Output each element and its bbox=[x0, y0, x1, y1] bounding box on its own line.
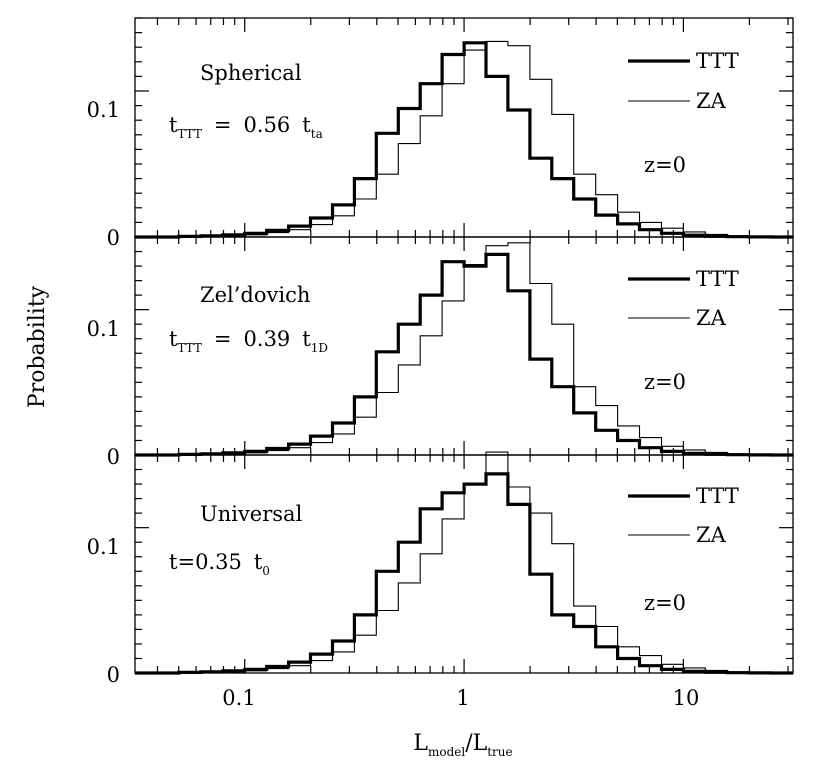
legend-label-ttt: TTT bbox=[696, 49, 739, 73]
formula-equals: = bbox=[214, 327, 232, 351]
histogram-steps bbox=[135, 451, 794, 675]
formula-equals: = bbox=[214, 113, 232, 137]
formula-t2: t bbox=[254, 550, 263, 574]
x-axis-label-main: L bbox=[413, 731, 428, 756]
x-axis-label-sep: / bbox=[465, 731, 473, 756]
x-tick-label-10: 10 bbox=[673, 686, 700, 710]
formula-t: t bbox=[169, 327, 178, 351]
formula-t2-subscript: 0 bbox=[262, 564, 270, 578]
histogram-steps bbox=[135, 242, 794, 457]
panel-title: Universal bbox=[200, 502, 303, 526]
y-tick-label-0.1: 0.1 bbox=[87, 535, 120, 559]
panel-title: Spherical bbox=[200, 61, 302, 85]
legend-label-za: ZA bbox=[696, 306, 727, 330]
formula-t2: t bbox=[302, 327, 311, 351]
legend-label-ttt: TTT bbox=[696, 484, 739, 508]
formula-t-subscript: TTT bbox=[177, 341, 201, 355]
redshift-label: z=0 bbox=[644, 370, 686, 394]
y-tick-label-0: 0 bbox=[107, 445, 120, 469]
redshift-label: z=0 bbox=[644, 153, 686, 177]
legend-label-za: ZA bbox=[696, 89, 727, 113]
x-axis-label-sub-den: true bbox=[487, 745, 512, 759]
time-formula: tTTT = 0.39 t1D bbox=[169, 327, 328, 355]
y-tick-label-0: 0 bbox=[107, 663, 120, 687]
histogram-steps bbox=[135, 40, 794, 239]
panel-frame bbox=[134, 454, 794, 674]
legend: TTT ZA bbox=[628, 484, 739, 547]
legend-label-ttt: TTT bbox=[696, 267, 739, 291]
formula-t2-subscript: ta bbox=[311, 127, 323, 141]
x-axis-label-main2: L bbox=[473, 731, 488, 756]
legend-label-za: ZA bbox=[696, 523, 727, 547]
x-tick-label-0.1: 0.1 bbox=[222, 686, 255, 710]
axis-ticks bbox=[135, 17, 793, 238]
formula-coefficient: 0.39 bbox=[244, 327, 291, 351]
formula-coefficient: 0.56 bbox=[244, 113, 291, 137]
series-za-histogram bbox=[135, 451, 794, 674]
series-ttt-histogram bbox=[135, 41, 794, 239]
formula-equals: = bbox=[177, 550, 195, 574]
y-tick-label-0.1: 0.1 bbox=[87, 317, 120, 341]
formula-coefficient: 0.35 bbox=[195, 550, 242, 574]
x-axis-label: Lmodel/Ltrue bbox=[413, 731, 512, 759]
legend: TTT ZA bbox=[628, 267, 739, 330]
axis-ticks bbox=[135, 454, 793, 674]
formula-t2: t bbox=[302, 113, 311, 137]
series-za-histogram bbox=[135, 242, 794, 456]
x-tick-label-1: 1 bbox=[456, 686, 469, 710]
x-axis-label-sub-num: model bbox=[428, 745, 465, 759]
y-tick-label-0.1: 0.1 bbox=[87, 98, 120, 122]
formula-t: t bbox=[169, 550, 178, 574]
y-axis-label: Probability bbox=[25, 285, 50, 408]
series-za-histogram bbox=[135, 40, 794, 238]
y-tick-label-0: 0 bbox=[107, 226, 120, 250]
panel-title: Zel’dovich bbox=[200, 283, 310, 307]
formula-t-subscript: TTT bbox=[177, 127, 201, 141]
panel-universal: Universal t=0.35 t0 z=0 TTT ZA 0 0.1 bbox=[87, 451, 794, 687]
formula-t2-subscript: 1D bbox=[311, 341, 328, 355]
formula-t: t bbox=[169, 113, 178, 137]
time-formula: tTTT = 0.56 tta bbox=[169, 113, 323, 141]
redshift-label: z=0 bbox=[644, 591, 686, 615]
panel-spherical: Spherical tTTT = 0.56 tta z=0 TTT ZA 0 0.1 bbox=[87, 17, 794, 250]
panel-zeldovich: Zel’dovich tTTT = 0.39 t1D z=0 TTT ZA 0 0.1 bbox=[87, 236, 794, 469]
time-formula: t=0.35 t0 bbox=[169, 550, 270, 578]
legend: TTT ZA bbox=[628, 49, 739, 113]
